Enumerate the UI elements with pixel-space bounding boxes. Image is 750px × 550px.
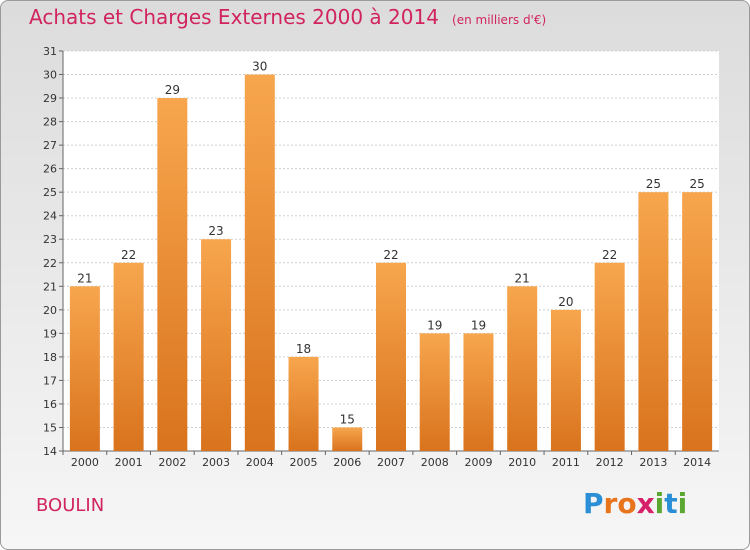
bar-value-label: 15 xyxy=(340,412,355,426)
x-tick-label: 2013 xyxy=(639,456,667,469)
x-tick-label: 2005 xyxy=(290,456,318,469)
logo-letter: o xyxy=(617,487,637,520)
x-tick-label: 2008 xyxy=(421,456,449,469)
bar xyxy=(507,286,538,451)
bar-value-label: 25 xyxy=(689,177,704,191)
bar xyxy=(244,74,275,451)
x-tick-label: 2006 xyxy=(333,456,361,469)
bar-value-label: 29 xyxy=(165,83,180,97)
bar xyxy=(288,356,319,451)
x-tick-label: 2010 xyxy=(508,456,536,469)
bar-value-label: 23 xyxy=(208,224,223,238)
y-tick-label: 21 xyxy=(43,280,57,293)
logo-letter: P xyxy=(583,487,604,520)
bar xyxy=(419,333,450,451)
y-tick-label: 29 xyxy=(43,92,57,105)
bar-value-label: 21 xyxy=(77,271,92,285)
y-tick-label: 14 xyxy=(43,445,57,458)
chart-subtitle: (en milliers d'€) xyxy=(452,13,547,27)
y-tick-label: 18 xyxy=(43,351,57,364)
bar-value-label: 19 xyxy=(427,318,442,332)
bar xyxy=(201,239,232,451)
x-tick-label: 2001 xyxy=(115,456,143,469)
title-row: Achats et Charges Externes 2000 à 2014 (… xyxy=(29,5,546,29)
logo-letter: r xyxy=(603,487,618,520)
x-tick-label: 2004 xyxy=(246,456,274,469)
y-tick-label: 28 xyxy=(43,116,57,129)
bar-value-label: 19 xyxy=(471,318,486,332)
commune-name: BOULIN xyxy=(36,495,105,516)
x-tick-label: 2000 xyxy=(71,456,99,469)
y-tick-label: 15 xyxy=(43,421,57,434)
proxiti-logo: Proxiti xyxy=(583,487,687,520)
bar-value-label: 22 xyxy=(602,248,617,262)
x-tick-label: 2003 xyxy=(202,456,230,469)
y-tick-label: 26 xyxy=(43,163,57,176)
y-tick-label: 24 xyxy=(43,210,57,223)
logo-letter: i xyxy=(677,487,688,520)
y-tick-label: 19 xyxy=(43,327,57,340)
bar-value-label: 25 xyxy=(646,177,661,191)
logo-letter: x xyxy=(636,487,655,520)
y-tick-label: 17 xyxy=(43,374,57,387)
bar xyxy=(463,333,494,451)
y-tick-label: 25 xyxy=(43,186,57,199)
x-tick-label: 2014 xyxy=(683,456,711,469)
bar xyxy=(332,427,363,451)
bar-value-label: 18 xyxy=(296,342,311,356)
x-tick-label: 2002 xyxy=(158,456,186,469)
bar-value-label: 22 xyxy=(121,248,136,262)
bar xyxy=(113,262,144,451)
bar-value-label: 22 xyxy=(383,248,398,262)
y-tick-label: 31 xyxy=(43,45,57,58)
x-tick-label: 2007 xyxy=(377,456,405,469)
bar xyxy=(638,192,669,452)
y-tick-label: 16 xyxy=(43,398,57,411)
x-tick-label: 2009 xyxy=(464,456,492,469)
bar-value-label: 30 xyxy=(252,60,267,74)
bar xyxy=(682,192,713,452)
y-tick-label: 23 xyxy=(43,233,57,246)
bar-value-label: 21 xyxy=(515,271,530,285)
y-tick-label: 20 xyxy=(43,304,57,317)
y-tick-label: 22 xyxy=(43,257,57,270)
y-tick-label: 30 xyxy=(43,69,57,82)
bar-value-label: 20 xyxy=(558,295,573,309)
x-tick-label: 2011 xyxy=(552,456,580,469)
bar xyxy=(376,262,406,451)
logo-letter: t xyxy=(664,487,678,520)
logo-letter: i xyxy=(654,487,665,520)
chart-title: Achats et Charges Externes 2000 à 2014 xyxy=(29,5,439,29)
bar xyxy=(550,309,581,451)
bar xyxy=(157,98,188,451)
bar xyxy=(594,262,625,451)
bar xyxy=(69,286,100,451)
y-tick-label: 27 xyxy=(43,139,57,152)
x-tick-label: 2012 xyxy=(596,456,624,469)
